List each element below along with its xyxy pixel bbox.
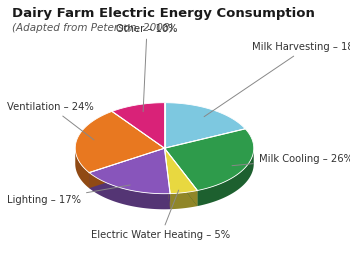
Text: Electric Water Heating – 5%: Electric Water Heating – 5% <box>91 190 231 240</box>
Text: Milk Harvesting – 18%: Milk Harvesting – 18% <box>204 42 350 117</box>
Polygon shape <box>164 148 197 194</box>
Polygon shape <box>164 129 254 191</box>
Text: Dairy Farm Electric Energy Consumption: Dairy Farm Electric Energy Consumption <box>12 6 315 20</box>
Text: Ventilation – 24%: Ventilation – 24% <box>7 102 94 140</box>
Text: Milk Cooling – 26%: Milk Cooling – 26% <box>232 154 350 166</box>
Polygon shape <box>89 173 170 209</box>
Polygon shape <box>89 148 170 194</box>
Polygon shape <box>75 148 89 188</box>
Text: Other – 10%: Other – 10% <box>116 24 178 112</box>
Polygon shape <box>112 103 164 148</box>
Polygon shape <box>164 148 197 206</box>
Polygon shape <box>164 148 170 209</box>
Polygon shape <box>164 148 197 206</box>
Text: Lighting – 17%: Lighting – 17% <box>7 185 130 205</box>
Polygon shape <box>75 111 164 173</box>
Polygon shape <box>89 148 164 188</box>
Polygon shape <box>164 148 170 209</box>
Polygon shape <box>164 103 245 148</box>
Polygon shape <box>89 148 164 188</box>
Text: (Adapted from Peterson, 2008).: (Adapted from Peterson, 2008). <box>12 23 177 33</box>
Polygon shape <box>170 191 197 209</box>
Polygon shape <box>197 148 254 206</box>
